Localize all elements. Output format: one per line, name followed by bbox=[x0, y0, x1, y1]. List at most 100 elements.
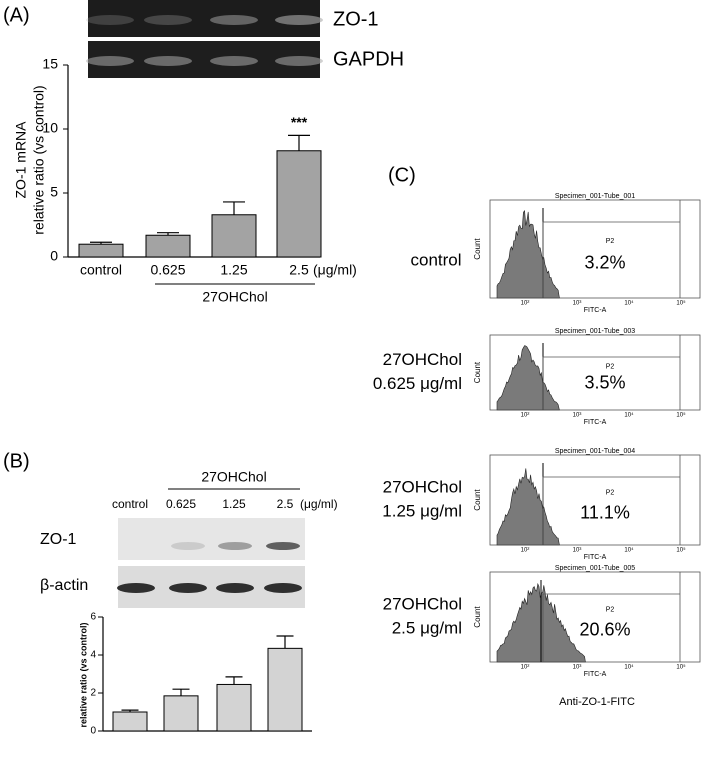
panel-label: (B) bbox=[3, 450, 30, 472]
flow-title: Specimen_001-Tube_005 bbox=[555, 565, 635, 572]
x-tick-label: 1.25 bbox=[222, 497, 246, 511]
band bbox=[86, 56, 134, 66]
error-bar bbox=[157, 232, 179, 236]
row-label: 0.625 μg/ml bbox=[373, 374, 462, 393]
flow-x-tick: 10³ bbox=[573, 548, 582, 554]
flow-x-tick: 10⁵ bbox=[676, 300, 686, 307]
y-tick-label: 0 bbox=[50, 248, 58, 264]
panel-label: (C) bbox=[388, 164, 416, 186]
percent: 3.5% bbox=[584, 373, 625, 393]
band-label: GAPDH bbox=[333, 48, 404, 70]
flow-x-tick: 10³ bbox=[573, 665, 582, 671]
blot-b-zo1 bbox=[118, 518, 305, 560]
gate-label: P2 bbox=[606, 607, 615, 614]
x-tick-label: 2.5 bbox=[289, 262, 309, 278]
flow-title: Specimen_001-Tube_003 bbox=[555, 328, 635, 335]
bar bbox=[112, 711, 148, 732]
error-bar bbox=[172, 688, 190, 696]
flow-x-tick: 10² bbox=[521, 548, 530, 554]
flow-x-tick: 10⁴ bbox=[624, 664, 634, 671]
x-tick-label: 0.625 bbox=[150, 262, 185, 278]
row-label: 27OHChol bbox=[383, 477, 462, 496]
band bbox=[144, 56, 192, 66]
flow-x-tick: 10⁴ bbox=[624, 547, 634, 554]
band bbox=[86, 15, 134, 25]
bar bbox=[216, 683, 252, 732]
x-tick-label: 0.625 bbox=[166, 497, 196, 511]
y-tick-label: 6 bbox=[90, 612, 96, 623]
gate bbox=[542, 200, 681, 298]
flow-x-tick: 10³ bbox=[573, 301, 582, 307]
percent: 3.2% bbox=[584, 252, 625, 272]
gate-label: P2 bbox=[606, 490, 615, 497]
annotation: *** bbox=[291, 114, 308, 130]
band bbox=[210, 56, 258, 66]
y-axis-label: relative ratio (vs control) bbox=[78, 622, 88, 727]
band bbox=[171, 542, 205, 550]
y-tick-label: 4 bbox=[90, 650, 96, 661]
error-bar bbox=[90, 241, 112, 245]
bar bbox=[276, 150, 322, 258]
bar bbox=[145, 234, 191, 258]
error-bar bbox=[276, 635, 294, 649]
band bbox=[275, 56, 323, 66]
flow-axis-label: FITC-A bbox=[584, 307, 607, 314]
percent: 20.6% bbox=[579, 619, 630, 639]
gate bbox=[542, 572, 681, 662]
x-tick-label: 2.5 bbox=[277, 497, 294, 511]
band bbox=[275, 15, 323, 25]
band bbox=[169, 583, 207, 593]
band bbox=[210, 15, 258, 25]
error-bar bbox=[288, 134, 310, 151]
y-axis-label: ZO-1 mRNA bbox=[13, 121, 29, 199]
y-tick-label: 0 bbox=[90, 726, 96, 737]
row-label: 27OHChol bbox=[383, 350, 462, 369]
bar bbox=[163, 695, 199, 732]
flow-x-tick: 10⁵ bbox=[676, 547, 686, 554]
y-tick-label: 10 bbox=[42, 120, 58, 136]
unit-label: (μg/ml) bbox=[300, 497, 338, 511]
flow-frame bbox=[489, 199, 701, 299]
row-label: 27OHChol bbox=[383, 594, 462, 613]
flow-axis-label: FITC-A bbox=[584, 554, 607, 561]
flow-x-tick: 10² bbox=[521, 413, 530, 419]
gate-label: P2 bbox=[606, 238, 615, 245]
bar bbox=[267, 647, 303, 732]
row-label: control bbox=[410, 250, 461, 269]
flow-x-tick: 10² bbox=[521, 301, 530, 307]
y-tick-label: 2 bbox=[90, 688, 96, 699]
panel-label: (A) bbox=[3, 4, 30, 26]
count-label: Count bbox=[473, 238, 482, 260]
x-tick-label: 1.25 bbox=[220, 262, 247, 278]
flow-frame bbox=[489, 334, 701, 411]
band bbox=[216, 583, 254, 593]
flow-x-tick: 10⁵ bbox=[676, 664, 686, 671]
y-tick-label: 15 bbox=[42, 56, 58, 72]
flow-x-tick: 10² bbox=[521, 665, 530, 671]
unit-label: (μg/ml) bbox=[313, 262, 357, 278]
flow-x-title: Anti-ZO-1-FITC bbox=[559, 696, 635, 708]
band bbox=[266, 542, 300, 550]
count-label: Count bbox=[473, 489, 482, 511]
band bbox=[144, 15, 192, 25]
band bbox=[218, 542, 252, 550]
bar bbox=[211, 214, 257, 258]
band bbox=[117, 583, 155, 593]
flow-x-tick: 10⁴ bbox=[624, 300, 634, 307]
y-tick-label: 5 bbox=[50, 184, 58, 200]
flow-title: Specimen_001-Tube_001 bbox=[555, 193, 635, 200]
band-label: ZO-1 bbox=[333, 8, 379, 30]
flow-frame bbox=[489, 571, 701, 663]
bar bbox=[78, 243, 124, 258]
error-bar bbox=[225, 676, 243, 685]
count-label: Count bbox=[473, 361, 482, 383]
flow-axis-label: FITC-A bbox=[584, 419, 607, 426]
group-label: 27OHChol bbox=[201, 469, 266, 485]
gate bbox=[542, 335, 681, 410]
histogram bbox=[496, 345, 560, 411]
flow-x-tick: 10⁴ bbox=[624, 412, 634, 419]
band-label: ZO-1 bbox=[40, 531, 77, 548]
histogram bbox=[496, 210, 560, 299]
band bbox=[264, 583, 302, 593]
